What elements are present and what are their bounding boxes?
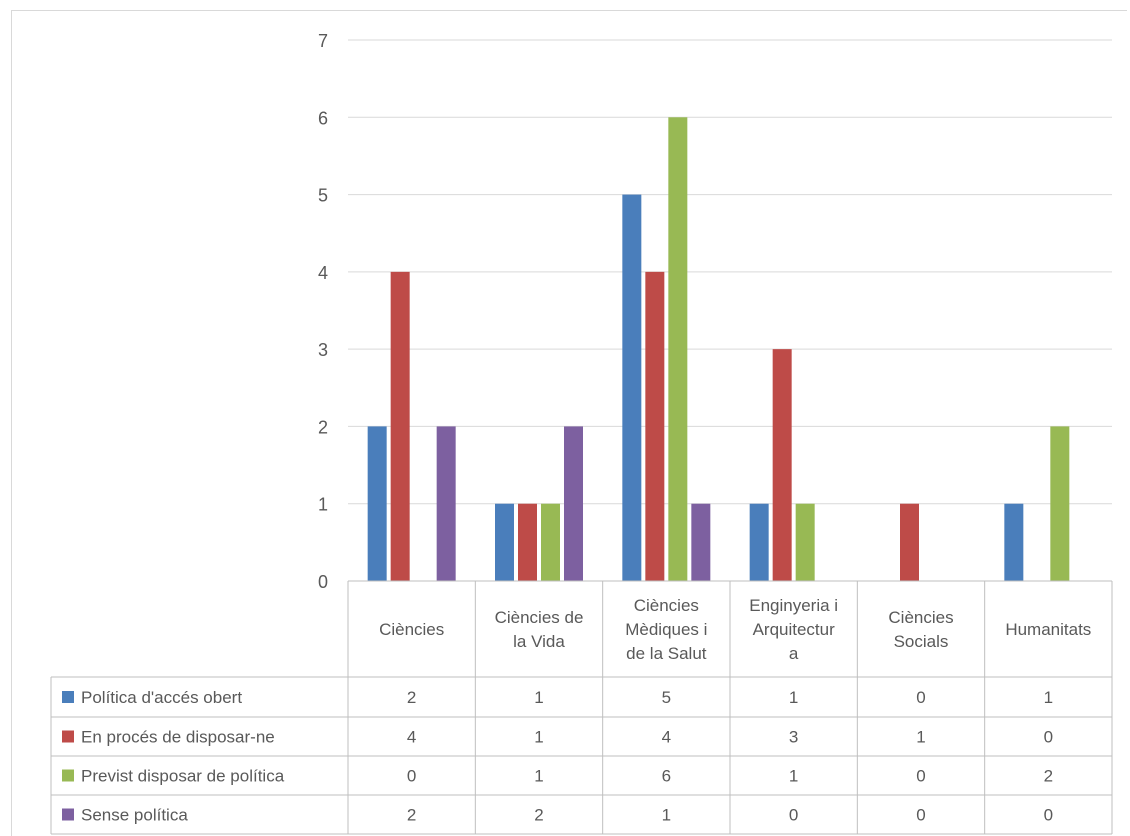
legend-label: En procés de disposar-ne <box>81 728 275 747</box>
data-table-value: 1 <box>534 688 543 707</box>
data-table-value: 0 <box>916 688 925 707</box>
data-table-value: 1 <box>534 767 543 786</box>
category-label: Humanitats <box>1005 620 1091 639</box>
y-tick-label: 4 <box>318 263 328 283</box>
category-label: Mèdiques i <box>625 620 707 639</box>
category-label: Ciències <box>888 608 953 627</box>
bar <box>518 503 537 581</box>
data-table-value: 0 <box>789 806 798 825</box>
bar <box>1004 503 1024 581</box>
y-tick-label: 1 <box>318 495 328 515</box>
y-tick-label: 2 <box>318 417 328 437</box>
legend-key <box>62 691 74 703</box>
data-table-value: 4 <box>407 728 416 747</box>
bar <box>622 194 642 582</box>
data-table-value: 3 <box>789 728 798 747</box>
category-label: la Vida <box>513 632 565 651</box>
data-table-value: 1 <box>789 688 798 707</box>
data-table-value: 1 <box>916 728 925 747</box>
category-label: Arquitectur <box>753 620 836 639</box>
y-tick-label: 3 <box>318 340 328 360</box>
chart-frame <box>11 10 1127 836</box>
data-table-value: 2 <box>534 806 543 825</box>
bar <box>772 349 792 581</box>
legend-key <box>62 808 74 821</box>
bar <box>390 271 410 581</box>
bar <box>1050 426 1070 581</box>
category-label: Ciències <box>634 596 699 615</box>
data-table-value: 0 <box>916 806 925 825</box>
bar <box>564 426 583 581</box>
data-table-value: 5 <box>662 688 671 707</box>
data-table-value: 2 <box>407 806 416 825</box>
category-label: Socials <box>894 632 949 651</box>
bar <box>367 426 387 581</box>
data-table-value: 1 <box>534 728 543 747</box>
data-table-value: 1 <box>662 806 671 825</box>
y-tick-label: 5 <box>318 186 328 206</box>
data-table-value: 0 <box>916 767 925 786</box>
bar <box>645 271 665 581</box>
data-table-value: 6 <box>662 767 671 786</box>
bar <box>668 117 688 582</box>
category-label: Ciències <box>379 620 444 639</box>
category-label: Enginyeria i <box>749 596 838 615</box>
legend-label: Previst disposar de política <box>81 767 285 786</box>
category-label: Ciències de <box>495 608 584 627</box>
legend-key <box>62 730 74 743</box>
bar <box>691 503 711 581</box>
y-tick-label: 0 <box>318 572 328 592</box>
data-table-value: 0 <box>1044 806 1053 825</box>
legend-label: Política d'accés obert <box>81 688 242 707</box>
bar <box>541 503 560 581</box>
data-table-value: 2 <box>1044 767 1053 786</box>
legend-key <box>62 769 74 782</box>
bar <box>436 426 456 581</box>
category-label: a <box>789 644 799 663</box>
bar <box>749 503 769 581</box>
data-table-value: 0 <box>1044 728 1053 747</box>
data-table-value: 4 <box>662 728 671 747</box>
data-table-value: 0 <box>407 767 416 786</box>
data-table-value: 2 <box>407 688 416 707</box>
category-label: de la Salut <box>626 644 707 663</box>
y-tick-label: 7 <box>318 31 328 51</box>
data-table-value: 1 <box>1044 688 1053 707</box>
bar <box>900 503 919 581</box>
data-table-value: 1 <box>789 767 798 786</box>
bar <box>795 503 815 581</box>
bar <box>495 503 514 581</box>
y-tick-label: 6 <box>318 108 328 128</box>
legend-label: Sense política <box>81 806 188 825</box>
